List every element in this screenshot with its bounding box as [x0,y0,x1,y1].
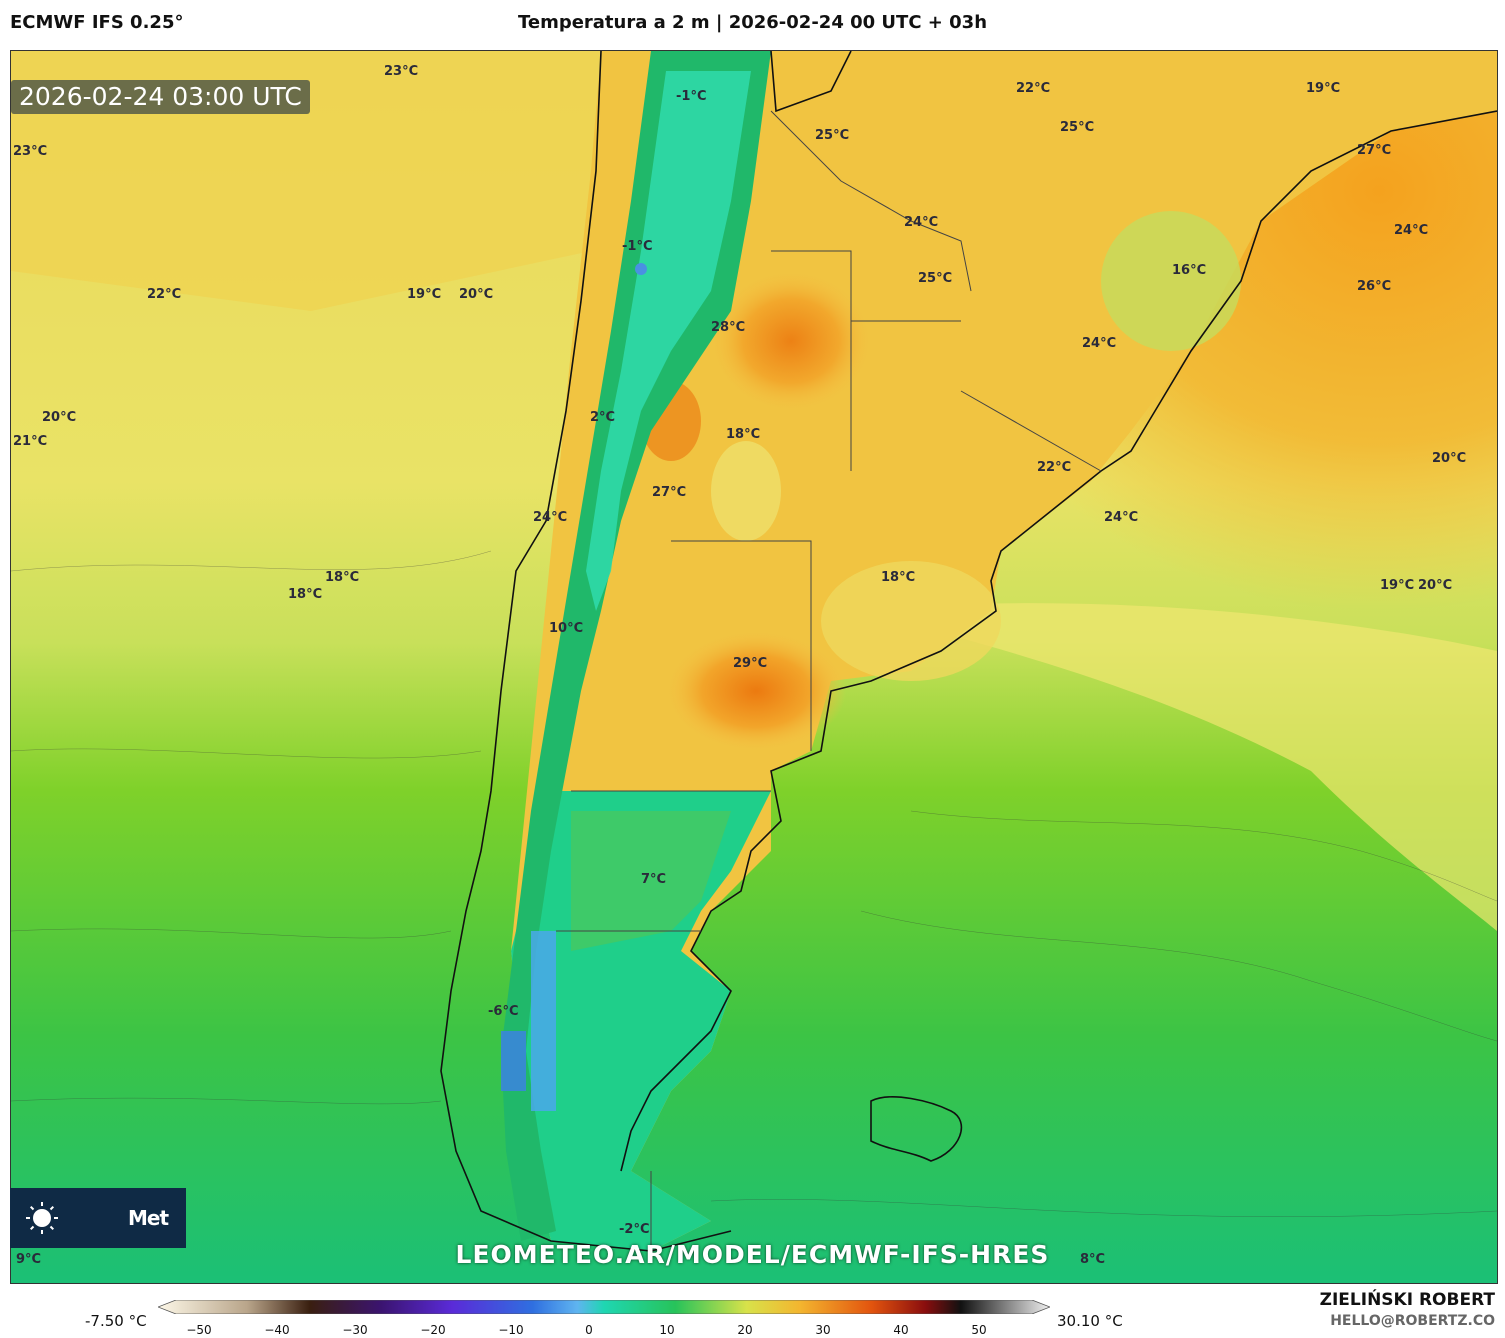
temp-label: 19°C [407,287,442,302]
temp-label: 23°C [13,144,48,159]
colorbar-tick: 20 [737,1323,753,1337]
temp-label: 24°C [1082,336,1117,351]
temp-label: -1°C [622,239,653,254]
colorbar-tick: 40 [893,1323,909,1337]
temp-label: 25°C [1060,120,1095,135]
temp-label: 7°C [641,872,667,887]
temp-label: 10°C [549,621,584,636]
temp-label: 20°C [459,287,494,302]
colorbar-tick: −20 [420,1323,446,1337]
colorbar-tick: 10 [659,1323,675,1337]
temp-label: 22°C [1016,81,1051,96]
map-title: Temperatura a 2 m | 2026-02-24 00 UTC + … [517,12,988,33]
temp-label: 18°C [726,427,761,442]
colorbar-tick: −40 [264,1323,290,1337]
temp-label: -1°C [676,89,707,104]
colorbar-max-label: 30.10 °C [1057,1312,1123,1330]
temp-label: 9°C [16,1252,42,1267]
temp-label: 20°C [1418,578,1453,593]
colorbar-tick: 0 [585,1323,593,1337]
temp-label: 18°C [881,570,916,585]
timestamp-box: 2026-02-24 03:00 UTC [11,80,310,114]
logo-text: Met [128,1206,169,1230]
temp-label: 20°C [1432,451,1467,466]
temp-label: 23°C [384,64,419,79]
colorbar-tick: 30 [815,1323,831,1337]
temp-label: 24°C [1104,510,1139,525]
colorbar [158,1300,1050,1314]
temp-label: 26°C [1357,279,1392,294]
temp-label: 22°C [1037,460,1072,475]
colorbar-tick: −30 [342,1323,368,1337]
temp-label: 2°C [590,410,616,425]
temp-label: 8°C [1080,1252,1106,1267]
temp-label: 19°C [1306,81,1341,96]
temp-label: -2°C [619,1222,650,1237]
temp-label: 24°C [1394,223,1429,238]
temp-label: 18°C [325,570,360,585]
temp-label: 25°C [918,271,953,286]
colorbar-tick: −10 [498,1323,524,1337]
temp-label: 24°C [904,215,939,230]
temperature-map[interactable] [10,50,1498,1284]
source-watermark: LEOMETEO.AR/MODEL/ECMWF-IFS-HRES [455,1240,1050,1269]
temp-label: 20°C [42,410,77,425]
author-name: ZIELIŃSKI ROBERT [1319,1290,1495,1310]
sun-icon [26,1202,58,1234]
temp-label: 19°C [1380,578,1415,593]
temp-label: 24°C [533,510,568,525]
colorbar-tick: −50 [186,1323,212,1337]
temp-label: 16°C [1172,263,1207,278]
temp-label: -6°C [488,1004,519,1019]
temp-label: 29°C [733,656,768,671]
temp-label: 27°C [1357,143,1392,158]
meteo-logo[interactable]: Met [10,1188,186,1248]
temp-label: 22°C [147,287,182,302]
temp-label: 18°C [288,587,323,602]
colorbar-min-label: -7.50 °C [85,1312,147,1330]
temp-label: 21°C [13,434,48,449]
author-contact[interactable]: HELLO@ROBERTZ.CO [1330,1313,1495,1329]
model-name: ECMWF IFS 0.25° [10,12,184,33]
colorbar-tick: 50 [971,1323,987,1337]
temp-label: 27°C [652,485,687,500]
temp-label: 28°C [711,320,746,335]
map-canvas [11,51,1497,1283]
temp-label: 25°C [815,128,850,143]
